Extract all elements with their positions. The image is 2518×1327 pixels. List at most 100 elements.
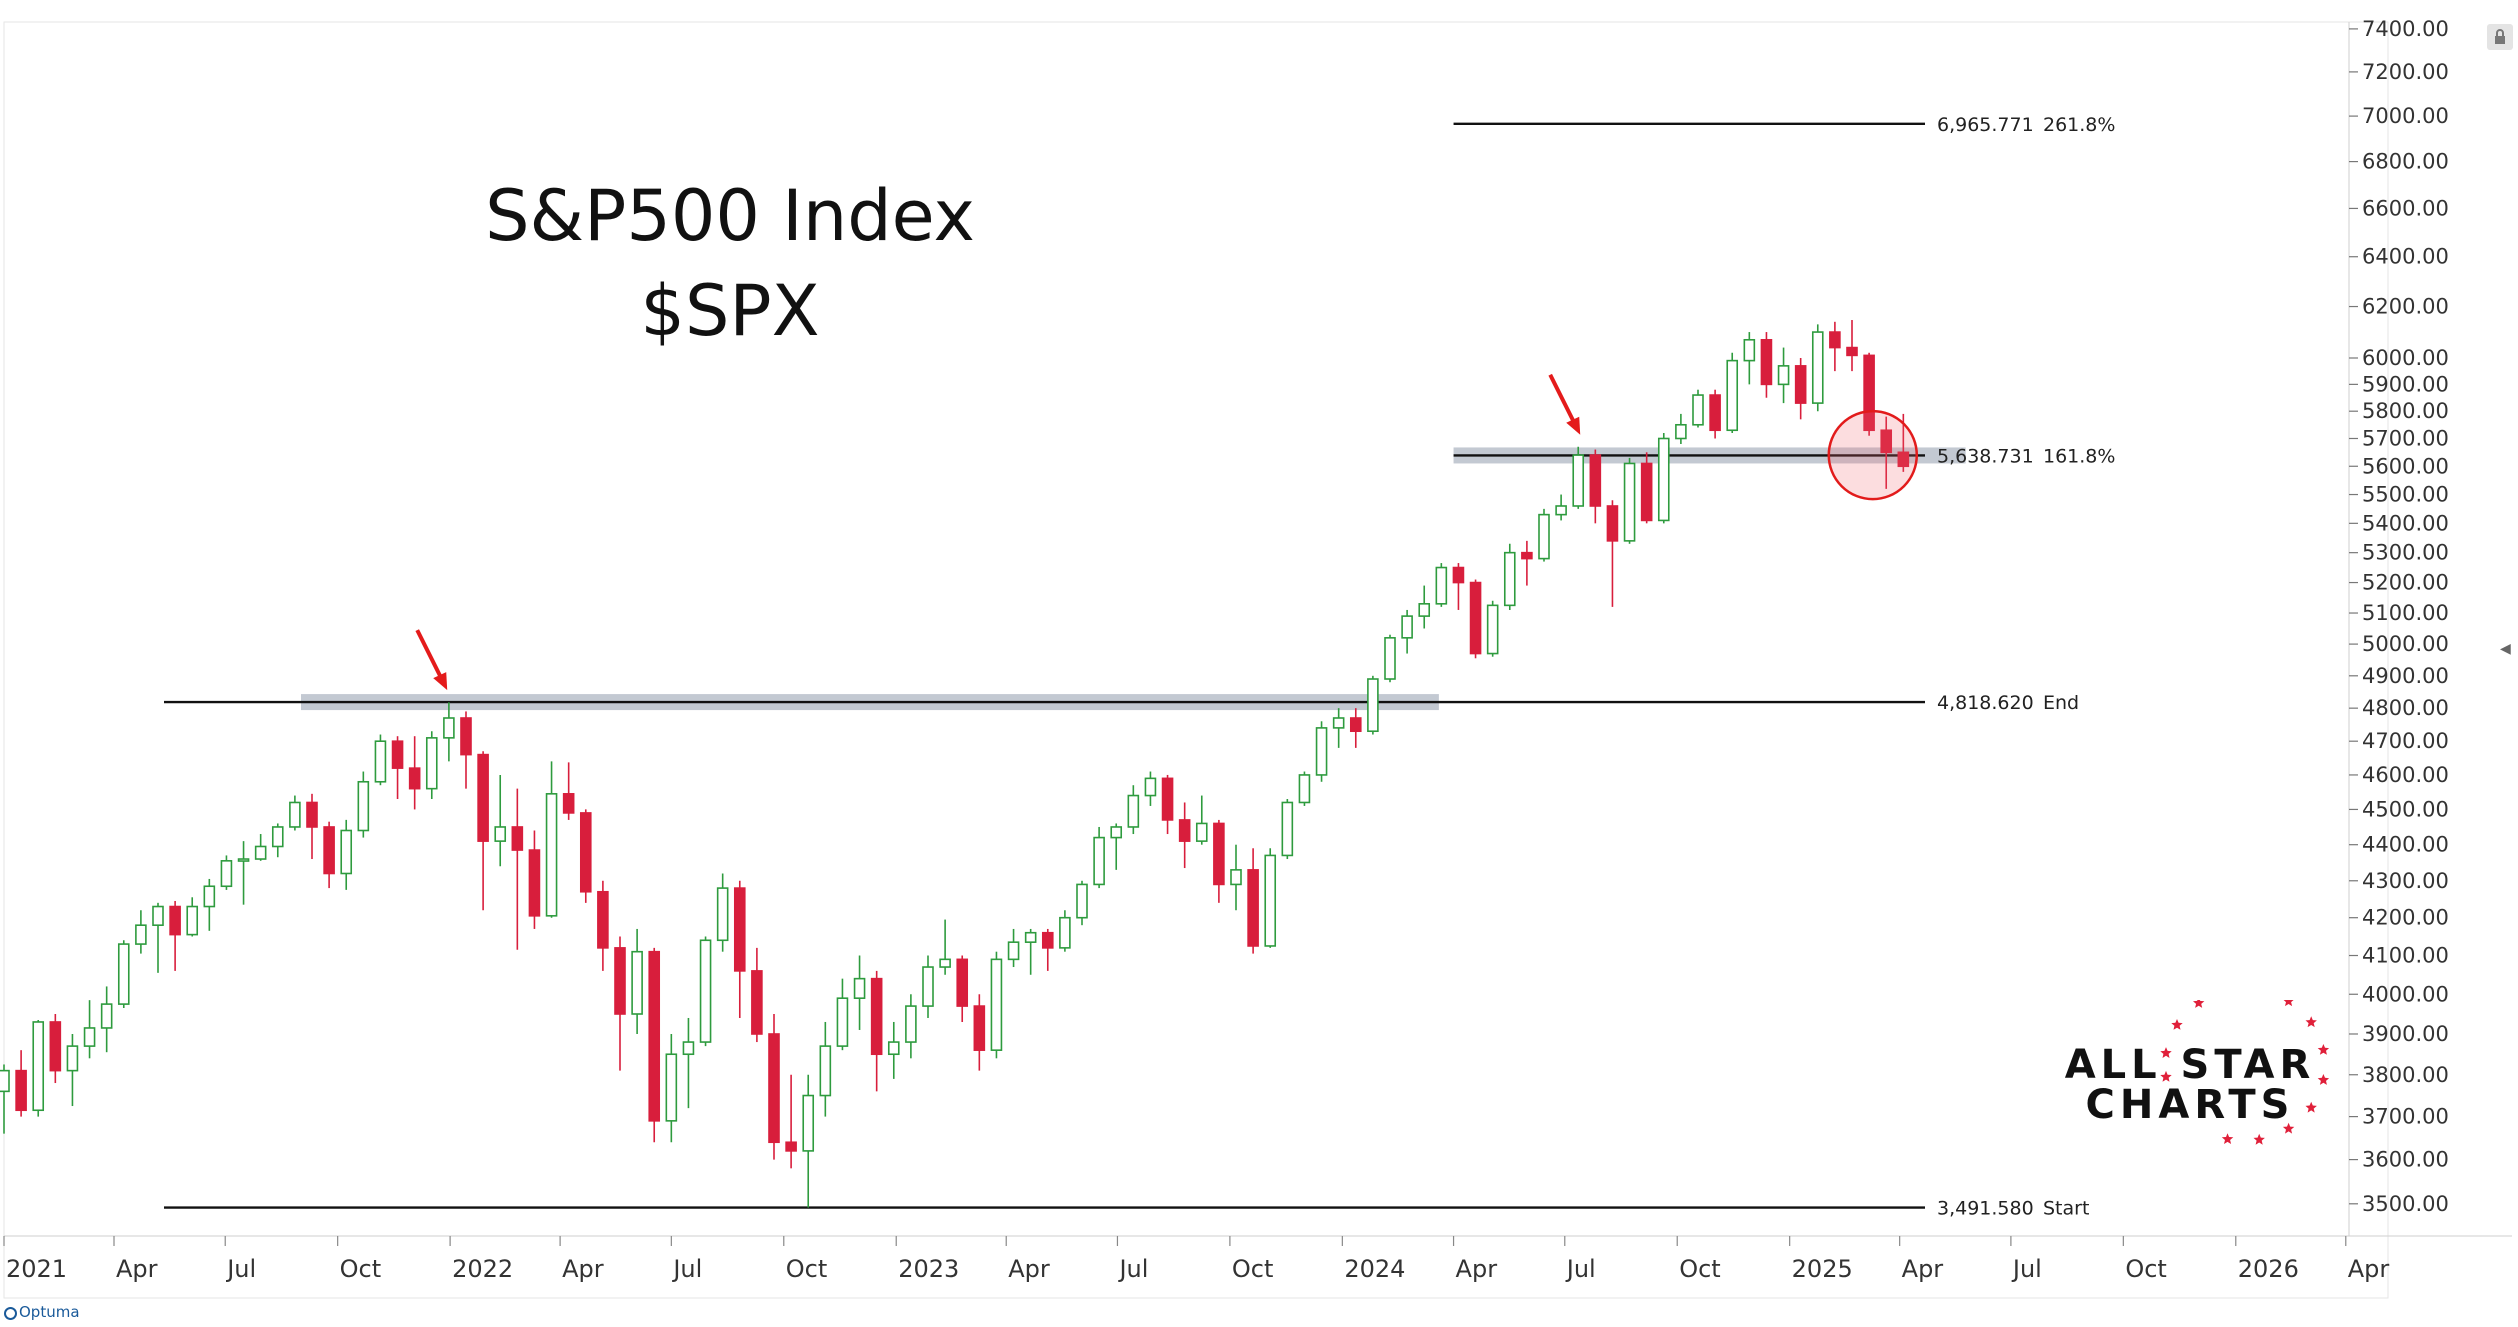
y-tick-label: 3700.00 <box>2362 1105 2449 1129</box>
candle <box>1469 579 1482 659</box>
candle <box>1777 347 1790 404</box>
lock-icon[interactable] <box>2487 24 2513 50</box>
candle <box>271 823 284 858</box>
candle <box>1640 452 1653 524</box>
x-tick-label: 2025 <box>1792 1255 1853 1283</box>
y-tick-label: 4200.00 <box>2362 906 2449 930</box>
x-tick-label: 2024 <box>1344 1255 1405 1283</box>
y-tick-label: 4300.00 <box>2362 869 2449 893</box>
fib-ratio-label-0: 261.8% <box>2043 114 2115 136</box>
logo-star <box>2317 1074 2330 1085</box>
y-tick-label: 5800.00 <box>2362 399 2449 423</box>
y-tick-label: 6800.00 <box>2362 150 2449 174</box>
candle <box>562 762 575 820</box>
candle <box>494 774 507 867</box>
candle <box>289 795 301 831</box>
x-tick-label: Apr <box>1456 1255 1498 1283</box>
x-tick-label: Oct <box>1679 1255 1721 1283</box>
candle <box>1743 332 1756 385</box>
logo-star <box>2171 1019 2183 1030</box>
y-tick-label: 3800.00 <box>2362 1063 2449 1087</box>
candle <box>152 902 164 973</box>
candle <box>1435 563 1448 607</box>
logo-line-2: CHARTS <box>2085 1082 2295 1128</box>
candle <box>1195 795 1208 845</box>
fib-value-label-0: 6,965.771 <box>1937 114 2034 136</box>
candle <box>1486 600 1499 657</box>
logo-star <box>2160 1047 2172 1058</box>
x-tick-label: Jul <box>2011 1255 2042 1283</box>
candle <box>597 880 609 971</box>
candle <box>1794 357 1807 420</box>
candle <box>699 936 712 1047</box>
logo-star <box>2305 1016 2317 1028</box>
candle <box>49 1013 62 1084</box>
y-tick-label: 6000.00 <box>2362 346 2449 370</box>
candle <box>751 947 763 1043</box>
candle <box>169 900 181 971</box>
candle <box>631 928 643 1034</box>
candle <box>323 821 335 889</box>
logo-star <box>2305 1101 2317 1113</box>
candle <box>1230 844 1242 911</box>
candle <box>1521 540 1533 586</box>
y-tick-label: 5900.00 <box>2362 372 2449 396</box>
candle <box>1555 494 1567 521</box>
zones-layer <box>301 447 1966 711</box>
candle <box>1144 771 1157 806</box>
y-tick-label: 6200.00 <box>2362 295 2449 319</box>
y-tick-label: 7400.00 <box>2362 17 2449 41</box>
candle <box>83 1000 96 1059</box>
candle <box>186 897 199 937</box>
x-tick-label: Apr <box>1008 1255 1050 1283</box>
candle <box>768 1013 780 1160</box>
candle <box>203 878 216 931</box>
candle <box>1076 880 1088 926</box>
candle <box>1332 708 1345 748</box>
logo-star <box>2282 1122 2295 1134</box>
y-tick-label: 3900.00 <box>2362 1022 2449 1046</box>
candle <box>1367 675 1379 735</box>
candle <box>117 940 130 1009</box>
candle <box>220 855 233 890</box>
candle <box>1606 500 1619 607</box>
collapse-panel-icon[interactable]: ◀ <box>2500 640 2511 656</box>
logo-star <box>2193 997 2205 1008</box>
candle <box>0 1064 10 1134</box>
candle <box>579 809 592 903</box>
y-tick-label: 5500.00 <box>2362 483 2449 507</box>
fib-ratio-label-1: 161.8% <box>2043 445 2115 467</box>
candle <box>237 841 250 905</box>
y-tick-label: 7200.00 <box>2362 60 2449 84</box>
candle <box>785 1074 797 1169</box>
candle <box>391 736 404 800</box>
annotations-layer <box>415 373 1919 691</box>
candle <box>819 1021 832 1117</box>
candle <box>1657 432 1670 524</box>
candle <box>1401 609 1413 654</box>
candle <box>802 1074 815 1208</box>
y-tick-label: 4800.00 <box>2362 696 2449 720</box>
candle <box>990 951 1003 1059</box>
candle <box>1829 321 1841 372</box>
candle <box>1846 320 1858 372</box>
candle <box>443 702 455 762</box>
optuma-icon <box>4 1307 17 1320</box>
candle <box>1538 508 1550 562</box>
candle <box>545 761 558 918</box>
fib-value-label-2: 4,818.620 <box>1937 692 2034 714</box>
candle <box>1384 634 1396 683</box>
candle <box>682 1017 695 1109</box>
x-tick-label: Apr <box>2348 1255 2390 1283</box>
candle <box>1760 332 1773 398</box>
candle <box>1349 708 1362 748</box>
candle <box>1298 771 1311 806</box>
x-tick-label: Jul <box>1565 1255 1596 1283</box>
x-tick-label: Jul <box>1117 1255 1148 1283</box>
candle <box>460 711 472 789</box>
red-arrow-1 <box>1548 373 1581 435</box>
y-tick-label: 5400.00 <box>2362 511 2449 535</box>
candles-layer <box>0 320 1910 1208</box>
candle <box>100 986 113 1053</box>
